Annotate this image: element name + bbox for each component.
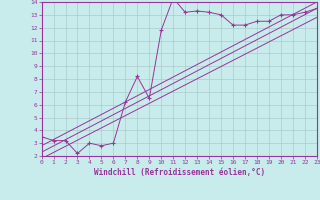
X-axis label: Windchill (Refroidissement éolien,°C): Windchill (Refroidissement éolien,°C) — [94, 168, 265, 177]
